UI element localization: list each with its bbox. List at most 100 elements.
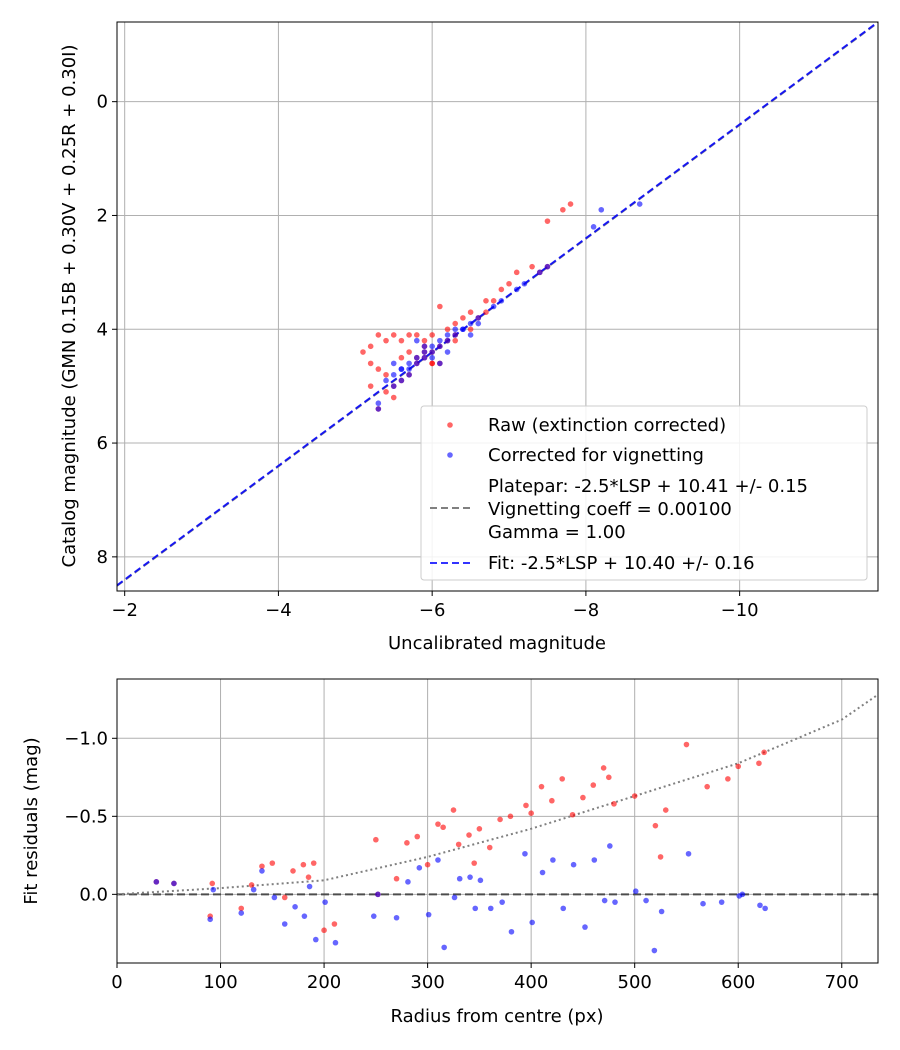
p2-point-corrected xyxy=(757,902,763,909)
p1-point-corrected xyxy=(421,349,428,355)
p2-point-raw xyxy=(756,760,762,767)
top-plot: −2 −4 −6 −8 −10 0 2 4 6 8 Uncalibrated magnitude… xyxy=(59,21,879,654)
p2-point-raw xyxy=(440,824,446,831)
p2-point-raw xyxy=(606,774,612,781)
p1-point-raw xyxy=(406,332,412,338)
p2-point-corrected xyxy=(582,924,588,930)
p1-point-corrected xyxy=(467,320,474,327)
p2-point-raw xyxy=(290,868,296,874)
p2-point-corrected xyxy=(312,936,319,943)
legend-label-platepar: Platepar: -2.5*LSP + 10.41 +/- 0.15 xyxy=(488,476,808,497)
top-plot-frame xyxy=(116,21,879,592)
p1-point-corrected xyxy=(383,377,389,384)
p2-point-corrected xyxy=(499,899,505,905)
p1-point-corrected xyxy=(398,366,405,372)
p1-point-corrected xyxy=(467,332,474,338)
p2-point-corrected xyxy=(250,886,257,893)
p2-point-corrected xyxy=(522,850,528,857)
vignetting-model-curve xyxy=(117,693,878,896)
p2-point-corrected xyxy=(153,879,160,885)
p2-point-raw xyxy=(683,741,690,748)
p2-point-corrected xyxy=(632,888,639,895)
p2-point-corrected xyxy=(658,908,665,915)
bottom-reference-lines xyxy=(117,693,878,896)
p1-point-raw xyxy=(360,349,366,355)
p1-point-corrected xyxy=(636,201,643,207)
p2-point-corrected xyxy=(332,939,339,946)
legend-marker-corrected xyxy=(447,452,453,458)
p1-point-corrected xyxy=(413,337,420,344)
p1-point-corrected xyxy=(452,332,459,338)
legend: Raw (extinction corrected) Corrected for… xyxy=(420,405,868,581)
p2-point-raw xyxy=(373,836,379,843)
p2-point-corrected xyxy=(508,928,515,935)
p2-point-raw xyxy=(471,860,478,866)
p2-point-raw xyxy=(435,821,441,827)
p1-point-corrected xyxy=(429,349,435,355)
p2-point-corrected xyxy=(301,913,308,919)
p2-point-raw xyxy=(248,882,255,888)
p1-point-raw xyxy=(398,354,405,361)
p1-point-raw xyxy=(375,332,382,338)
p1-point-corrected xyxy=(460,326,466,333)
p1-point-corrected xyxy=(475,315,482,321)
p1-y-tick-label: 0 xyxy=(97,92,108,113)
p2-point-corrected xyxy=(685,850,692,857)
p1-y-tick-label: 2 xyxy=(97,205,108,226)
p2-point-raw xyxy=(569,811,576,818)
p1-point-raw xyxy=(513,269,520,276)
p2-point-corrected xyxy=(529,919,535,926)
p2-point-corrected xyxy=(456,875,463,882)
p2-point-raw xyxy=(657,854,664,860)
p2-point-corrected xyxy=(210,886,217,893)
p2-point-corrected xyxy=(612,899,618,905)
p1-point-raw xyxy=(444,326,451,333)
p1-y-tick-label: 4 xyxy=(97,319,108,340)
p2-point-corrected xyxy=(601,897,608,904)
p2-x-tick-label: 500 xyxy=(618,972,652,993)
p2-point-corrected xyxy=(451,894,458,901)
p2-x-tick-label: 600 xyxy=(721,972,755,993)
p2-point-raw xyxy=(321,927,327,934)
legend-label-corrected: Corrected for vignetting xyxy=(488,445,704,466)
p2-y-tick-label: 0.0 xyxy=(79,884,108,905)
p1-point-corrected xyxy=(437,343,443,350)
p1-point-raw xyxy=(460,315,466,321)
p2-x-tick-label: 300 xyxy=(410,972,444,993)
p1-point-corrected xyxy=(452,326,459,333)
top-x-axis-label: Uncalibrated magnitude xyxy=(388,633,606,654)
p2-point-corrected xyxy=(405,879,411,885)
p2-point-corrected xyxy=(281,921,288,927)
p1-x-tick-label: −6 xyxy=(419,600,446,621)
p1-x-tick-label: −10 xyxy=(721,600,759,621)
p1-point-corrected xyxy=(490,303,497,310)
p1-x-tick-label: −2 xyxy=(111,600,138,621)
p2-point-corrected xyxy=(467,874,473,880)
p1-point-raw xyxy=(567,201,574,207)
p2-point-corrected xyxy=(306,883,313,890)
p1-point-raw xyxy=(490,298,497,304)
p2-point-corrected xyxy=(591,857,598,863)
p2-point-corrected xyxy=(472,905,479,912)
p1-point-corrected xyxy=(406,360,412,367)
p2-point-raw xyxy=(259,863,265,870)
p2-point-raw xyxy=(209,880,216,887)
p1-point-corrected xyxy=(513,286,520,293)
p2-x-tick-label: 700 xyxy=(825,972,859,993)
p1-point-corrected xyxy=(437,337,443,344)
legend-box xyxy=(420,405,868,581)
p2-point-raw xyxy=(590,782,597,788)
p2-point-raw xyxy=(704,783,710,790)
p1-point-raw xyxy=(367,343,374,350)
p2-point-corrected xyxy=(435,857,441,863)
p2-point-raw xyxy=(538,783,545,790)
p1-point-corrected xyxy=(390,371,397,378)
p1-point-corrected xyxy=(390,383,397,389)
p1-point-raw xyxy=(452,337,459,344)
top-x-ticks: −2 −4 −6 −8 −10 xyxy=(111,591,759,621)
p2-point-raw xyxy=(662,807,669,813)
bottom-grid xyxy=(116,679,878,963)
p2-point-raw xyxy=(600,765,607,771)
legend-label-vignetting: Vignetting coeff = 0.00100 xyxy=(488,499,732,520)
